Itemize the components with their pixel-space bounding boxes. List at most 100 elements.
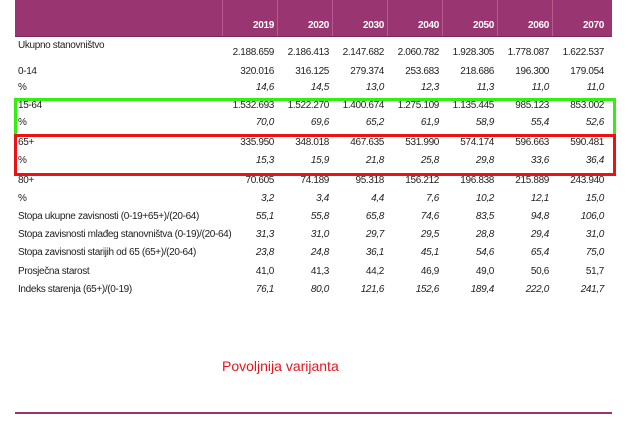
- cell-value: 28,8: [475, 229, 494, 240]
- cell-value: 25,8: [420, 155, 439, 166]
- cell-value: 320.016: [240, 66, 274, 77]
- row-label: 80+: [18, 175, 34, 186]
- cell-value: 75,0: [585, 247, 604, 258]
- cell-value: 215.889: [515, 175, 549, 186]
- cell-value: 41,3: [310, 266, 329, 277]
- cell-value: 335.950: [240, 137, 274, 148]
- cell-value: 4,4: [371, 193, 384, 204]
- cell-value: 69,6: [310, 117, 329, 128]
- cell-value: 1.928.305: [452, 47, 495, 58]
- cell-value: 29,5: [420, 229, 439, 240]
- cell-value: 31,3: [255, 229, 274, 240]
- cell-value: 51,7: [585, 266, 604, 277]
- cell-value: 10,2: [475, 193, 494, 204]
- highlight-15-64: [14, 98, 616, 137]
- cell-value: 13,0: [365, 82, 384, 93]
- cell-value: 54,6: [475, 247, 494, 258]
- cell-value: 44,2: [365, 266, 384, 277]
- cell-value: 36,4: [585, 155, 604, 166]
- table-row: Ukupno stanovništvo 2.188.659 2.186.413 2.1…: [0, 40, 632, 58]
- row-label: Indeks starenja (65+)/(0-19): [18, 284, 132, 295]
- cell-value: 222,0: [525, 284, 550, 295]
- cell-value: 241,7: [580, 284, 605, 295]
- table-row: 0-14 320.016 316.125 279.374 253.683 218.686 1…: [0, 66, 632, 82]
- row-label: %: [18, 155, 27, 166]
- cell-value: 348.018: [295, 137, 329, 148]
- cell-value: 11,0: [586, 82, 605, 93]
- cell-value: 21,8: [365, 155, 384, 166]
- cell-value: 316.125: [295, 66, 329, 77]
- cell-value: 41,0: [255, 266, 274, 277]
- cell-value: 70.605: [245, 175, 275, 186]
- row-label: 65+: [18, 137, 34, 148]
- bottom-rule: [15, 412, 612, 414]
- cell-value: 574.174: [460, 137, 494, 148]
- year-header: 2030: [362, 20, 384, 31]
- cell-value: 65,2: [365, 117, 384, 128]
- cell-value: 1.532.693: [232, 100, 275, 111]
- header-separator: [387, 0, 388, 36]
- row-label: %: [18, 82, 27, 93]
- cell-value: 3,2: [261, 193, 274, 204]
- cell-value: 1.275.109: [397, 100, 440, 111]
- cell-value: 1.135.445: [452, 100, 495, 111]
- cell-value: 15,0: [585, 193, 604, 204]
- cell-value: 95.318: [355, 175, 385, 186]
- table-row: 15-64 1.532.693 1.522.270 1.400.674 1.275.10…: [0, 100, 632, 116]
- table-row: Stopa zavisnosti starijih od 65 (65+)/(2…: [0, 247, 632, 263]
- highlight-65plus: [14, 134, 616, 176]
- table-row: Stopa ukupne zavisnosti (0-19+65+)/(20-6…: [0, 211, 632, 227]
- cell-value: 29,8: [475, 155, 494, 166]
- cell-value: 1.400.674: [342, 100, 385, 111]
- cell-value: 65,8: [365, 211, 384, 222]
- cell-value: 74.189: [300, 175, 330, 186]
- year-header: 2060: [527, 20, 549, 31]
- cell-value: 83,5: [475, 211, 494, 222]
- cell-value: 52,6: [585, 117, 604, 128]
- cell-value: 279.374: [350, 66, 384, 77]
- cell-value: 196.300: [515, 66, 549, 77]
- cell-value: 189,4: [470, 284, 495, 295]
- cell-value: 14,6: [255, 82, 274, 93]
- cell-value: 15,9: [310, 155, 329, 166]
- year-header: 2019: [252, 20, 274, 31]
- cell-value: 2.186.413: [287, 47, 330, 58]
- cell-value: 33,6: [530, 155, 549, 166]
- cell-value: 2.060.782: [397, 47, 440, 58]
- header-separator: [277, 0, 278, 36]
- cell-value: 7,6: [426, 193, 439, 204]
- year-header: 2050: [472, 20, 494, 31]
- cell-value: 76,1: [255, 284, 274, 295]
- row-label: Stopa zavisnosti mlađeg stanovništva (0-…: [18, 229, 232, 240]
- row-label: Stopa zavisnosti starijih od 65 (65+)/(2…: [18, 247, 196, 258]
- cell-value: 253.683: [405, 66, 439, 77]
- cell-value: 243.940: [570, 175, 604, 186]
- cell-value: 31,0: [585, 229, 604, 240]
- cell-value: 467.635: [350, 137, 384, 148]
- cell-value: 152,6: [415, 284, 440, 295]
- table-row: Prosječna starost 41,0 41,3 44,2 46,9 49,0 50,…: [0, 266, 632, 282]
- cell-value: 15,3: [255, 155, 274, 166]
- cell-value: 985.123: [515, 100, 549, 111]
- cell-value: 94,8: [530, 211, 549, 222]
- header-separator: [332, 0, 333, 36]
- cell-value: 196.838: [460, 175, 494, 186]
- cell-value: 3,4: [316, 193, 329, 204]
- cell-value: 70,0: [255, 117, 274, 128]
- row-label: Stopa ukupne zavisnosti (0-19+65+)/(20-6…: [18, 211, 199, 222]
- cell-value: 55,1: [255, 211, 274, 222]
- table-row: % 70,0 69,6 65,2 61,9 58,9 55,4 52,6: [0, 117, 632, 133]
- row-label: %: [18, 193, 27, 204]
- header-separator: [442, 0, 443, 36]
- row-label: %: [18, 117, 27, 128]
- header-separator: [497, 0, 498, 36]
- table-row: % 14,6 14,5 13,0 12,3 11,3 11,0 11,0: [0, 82, 632, 98]
- year-header: 2020: [307, 20, 329, 31]
- cell-value: 12,3: [420, 82, 439, 93]
- cell-value: 61,9: [420, 117, 439, 128]
- cell-value: 2.188.659: [232, 47, 275, 58]
- cell-value: 23,8: [255, 247, 274, 258]
- cell-value: 50,6: [530, 266, 549, 277]
- table-header: 2019 2020 2030 2040 2050 2060 2070: [15, 0, 612, 37]
- year-header: 2040: [417, 20, 439, 31]
